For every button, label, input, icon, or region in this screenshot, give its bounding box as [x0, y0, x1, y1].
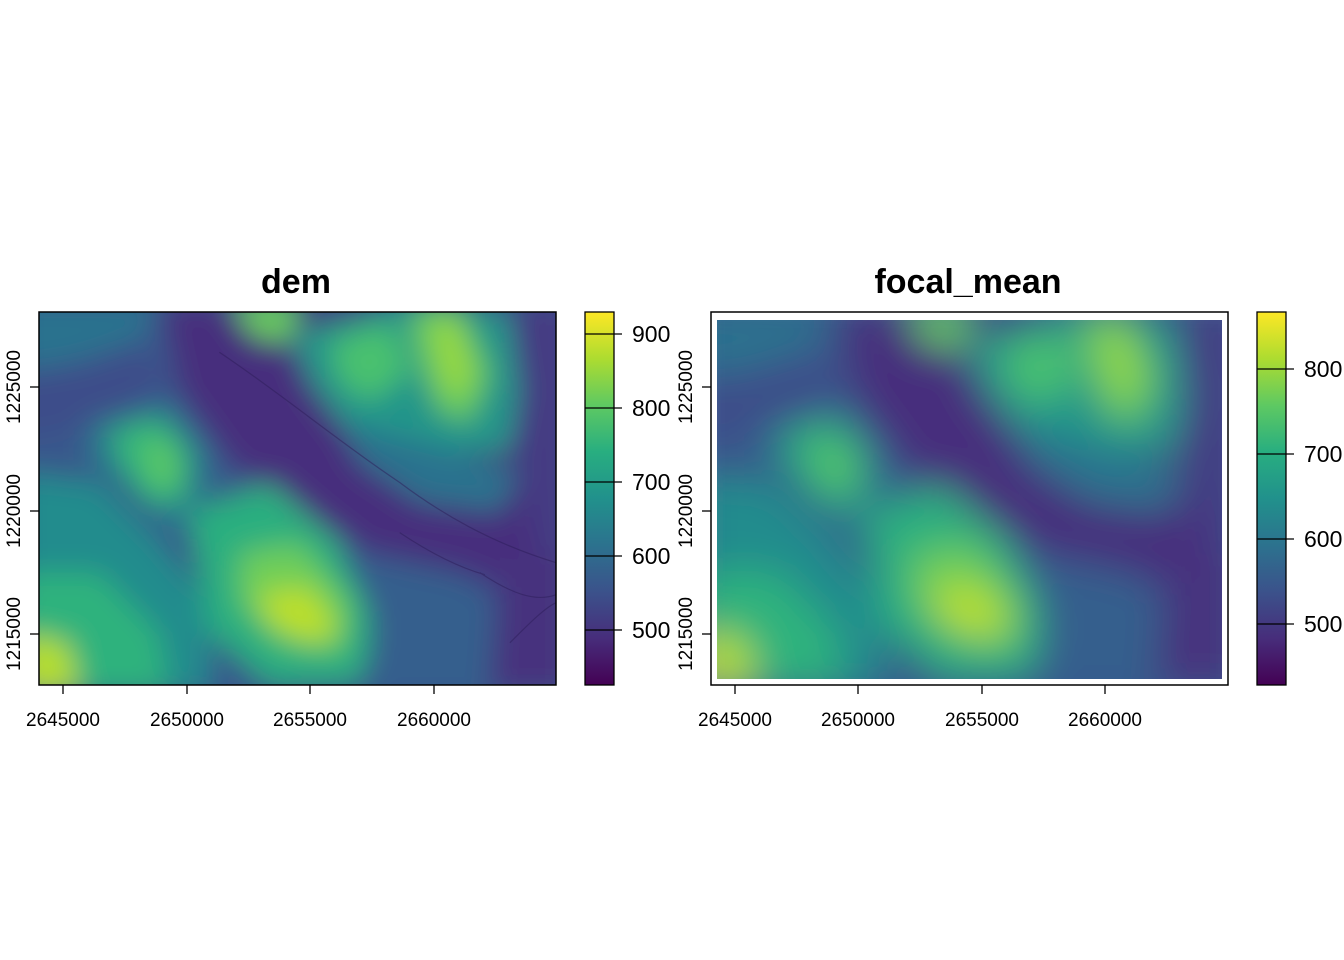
panel-dem: dem 2645000 2650000 2655000 2660000: [4, 263, 670, 731]
focal-mean-x-axis: 2645000 2650000 2655000 2660000: [698, 685, 1142, 731]
focal-mean-y-tick-label: 1215000: [676, 597, 697, 671]
dem-raster: [39, 312, 556, 685]
dem-y-tick-label: 1225000: [4, 350, 25, 424]
dem-x-tick-label: 2655000: [273, 710, 347, 731]
dem-x-tick-label: 2660000: [397, 710, 471, 731]
focal-mean-colorbar-label: 600: [1304, 526, 1342, 552]
panel-dem-title: dem: [261, 263, 331, 301]
focal-mean-colorbar: 500 600 700 800: [1256, 311, 1342, 686]
focal-mean-x-tick-label: 2655000: [945, 710, 1019, 731]
focal-mean-x-tick-label: 2660000: [1068, 710, 1142, 731]
focal-mean-y-axis: 1215000 1220000 1225000: [676, 350, 711, 671]
dem-colorbar: 500 600 700 800 900: [584, 311, 670, 686]
dem-x-tick-label: 2645000: [26, 710, 100, 731]
focal-mean-x-tick-label: 2645000: [698, 710, 772, 731]
focal-mean-y-tick-label: 1225000: [676, 350, 697, 424]
dem-x-axis: 2645000 2650000 2655000 2660000: [26, 685, 471, 731]
focal-mean-colorbar-ramp: [1256, 311, 1287, 686]
focal-mean-raster: [717, 320, 1222, 679]
focal-mean-colorbar-label: 500: [1304, 611, 1342, 637]
focal-mean-frame: [710, 311, 1229, 686]
dem-y-tick-label: 1215000: [4, 597, 25, 671]
dem-colorbar-label: 800: [632, 395, 670, 421]
focal-mean-x-tick-label: 2650000: [821, 710, 895, 731]
dem-x-tick-label: 2650000: [150, 710, 224, 731]
dem-colorbar-label: 900: [632, 321, 670, 347]
focal-mean-colorbar-label: 700: [1304, 441, 1342, 467]
dem-frame: [38, 311, 557, 686]
dem-y-axis: 1215000 1220000 1225000: [4, 350, 39, 671]
panel-focal-mean: focal_mean 2645000 2650000 2655000 26600…: [676, 263, 1342, 731]
dem-colorbar-label: 600: [632, 543, 670, 569]
focal-mean-colorbar-label: 800: [1304, 356, 1342, 382]
dem-y-tick-label: 1220000: [4, 474, 25, 548]
focal-mean-y-tick-label: 1220000: [676, 474, 697, 548]
dem-colorbar-label: 700: [632, 469, 670, 495]
panel-focal-mean-title: focal_mean: [874, 263, 1061, 301]
dem-colorbar-label: 500: [632, 617, 670, 643]
dem-colorbar-ramp: [584, 311, 615, 686]
